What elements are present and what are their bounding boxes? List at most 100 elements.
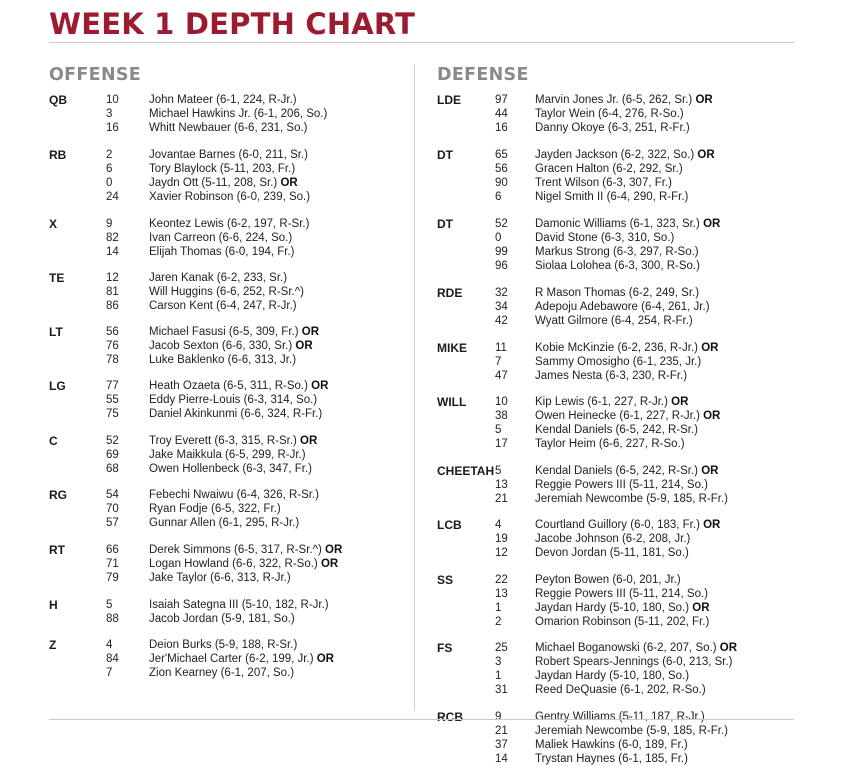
position-label: LT bbox=[49, 325, 63, 339]
player-entry: Gentry Williams (5-11, 187, R-Jr.) bbox=[535, 710, 705, 724]
player-entry: Siolaa Lolohea (6-3, 300, R-So.) bbox=[535, 259, 700, 273]
jersey-number: 70 bbox=[106, 503, 119, 515]
player-name: Peyton Bowen (6-0, 201, Jr.) bbox=[535, 574, 681, 586]
jersey-number: 90 bbox=[495, 177, 508, 189]
or-marker: OR bbox=[701, 465, 719, 477]
jersey-number: 77 bbox=[106, 380, 119, 392]
jersey-number: 88 bbox=[106, 613, 119, 625]
player-entry: Markus Strong (6-3, 297, R-So.) bbox=[535, 245, 699, 259]
player-entry: Will Huggins (6-6, 252, R-Sr.^) bbox=[149, 285, 304, 299]
jersey-number: 82 bbox=[106, 232, 119, 244]
player-row: 34 Adepoju Adebawore (6-4, 261, Jr.) bbox=[437, 300, 807, 314]
player-name: Jaydan Hardy (5-10, 180, So.) bbox=[535, 670, 690, 682]
player-row: 57 Gunnar Allen (6-1, 295, R-Jr.) bbox=[49, 516, 409, 530]
offense-position-group: C 52 Troy Everett (6-3, 315, R-Sr.) OR 69 Ja… bbox=[49, 434, 409, 476]
jersey-number: 56 bbox=[106, 326, 119, 338]
position-label: RT bbox=[49, 543, 65, 557]
defense-position-group: MIKE 11 Kobie McKinzie (6-2, 236, R-Jr.) O… bbox=[437, 341, 807, 383]
position-label: MIKE bbox=[437, 341, 467, 355]
jersey-number: 31 bbox=[495, 684, 508, 696]
player-row: 0 David Stone (6-3, 310, So.) bbox=[437, 231, 807, 245]
jersey-number: 10 bbox=[106, 94, 119, 106]
player-row: 13 Reggie Powers III (5-11, 214, So.) bbox=[437, 478, 807, 492]
player-row: 81 Will Huggins (6-6, 252, R-Sr.^) bbox=[49, 285, 409, 299]
or-marker: OR bbox=[325, 544, 343, 556]
player-name: Marvin Jones Jr. (6-5, 262, Sr.) bbox=[535, 94, 693, 106]
player-entry: Maliek Hawkins (6-0, 189, Fr.) bbox=[535, 738, 688, 752]
jersey-number: 21 bbox=[495, 493, 508, 505]
defense-position-group: LCB 4 Courtland Guillory (6-0, 183, Fr.) O… bbox=[437, 518, 807, 560]
player-entry: Jaydan Hardy (5-10, 180, So.) OR bbox=[535, 601, 710, 615]
jersey-number: 71 bbox=[106, 558, 119, 570]
player-row: 14 Trystan Haynes (6-1, 185, Fr.) bbox=[437, 752, 807, 766]
player-entry: Sammy Omosigho (6-1, 235, Jr.) bbox=[535, 355, 701, 369]
player-name: Troy Everett (6-3, 315, R-Sr.) bbox=[149, 435, 297, 447]
defense-position-group: WILL 10 Kip Lewis (6-1, 227, R-Jr.) OR 38 Ow… bbox=[437, 395, 807, 451]
player-name: Whitt Newbauer (6-6, 231, So.) bbox=[149, 122, 308, 134]
jersey-number: 38 bbox=[495, 410, 508, 422]
player-row: 1 Jaydan Hardy (5-10, 180, So.) OR bbox=[437, 601, 807, 615]
player-name: Reggie Powers III (5-11, 214, So.) bbox=[535, 479, 709, 491]
player-row: 5 Kendal Daniels (6-5, 242, R-Sr.) OR bbox=[437, 464, 807, 478]
jersey-number: 7 bbox=[106, 667, 113, 679]
player-row: 16 Whitt Newbauer (6-6, 231, So.) bbox=[49, 121, 409, 135]
player-entry: Jeremiah Newcombe (5-9, 185, R-Fr.) bbox=[535, 492, 728, 506]
player-name: Nigel Smith II (6-4, 290, R-Fr.) bbox=[535, 191, 689, 203]
player-name: Siolaa Lolohea (6-3, 300, R-So.) bbox=[535, 260, 700, 272]
player-row: 19 Jacobe Johnson (6-2, 208, Jr.) bbox=[437, 532, 807, 546]
jersey-number: 6 bbox=[106, 163, 113, 175]
or-marker: OR bbox=[703, 410, 721, 422]
position-label: LG bbox=[49, 379, 66, 393]
defense-position-group: SS 22 Peyton Bowen (6-0, 201, Jr.) 13 Reggie… bbox=[437, 573, 807, 629]
player-row: 54 Febechi Nwaiwu (6-4, 326, R-Sr.) bbox=[49, 488, 409, 502]
player-entry: Ryan Fodje (6-5, 322, Fr.) bbox=[149, 502, 281, 516]
jersey-number: 10 bbox=[495, 396, 508, 408]
player-entry: Adepoju Adebawore (6-4, 261, Jr.) bbox=[535, 300, 710, 314]
player-entry: Elijah Thomas (6-0, 194, Fr.) bbox=[149, 245, 295, 259]
jersey-number: 12 bbox=[495, 547, 508, 559]
jersey-number: 14 bbox=[495, 753, 508, 765]
player-name: Sammy Omosigho (6-1, 235, Jr.) bbox=[535, 356, 702, 368]
player-row: 55 Eddy Pierre-Louis (6-3, 314, So.) bbox=[49, 393, 409, 407]
jersey-number: 86 bbox=[106, 300, 119, 312]
or-marker: OR bbox=[311, 380, 329, 392]
position-label: RCB bbox=[437, 710, 463, 724]
player-name: Derek Simmons (6-5, 317, R-Sr.^) bbox=[149, 544, 322, 556]
player-entry: Jaydn Ott (5-11, 208, Sr.) OR bbox=[149, 176, 298, 190]
player-entry: Jayden Jackson (6-2, 322, So.) OR bbox=[535, 148, 715, 162]
player-name: Keontez Lewis (6-2, 197, R-Sr.) bbox=[149, 218, 310, 230]
player-entry: Devon Jordan (5-11, 181, So.) bbox=[535, 546, 689, 560]
player-row: 66 Derek Simmons (6-5, 317, R-Sr.^) OR bbox=[49, 543, 409, 557]
player-entry: Luke Baklenko (6-6, 313, Jr.) bbox=[149, 353, 296, 367]
offense-heading: OFFENSE bbox=[49, 65, 142, 85]
player-entry: Nigel Smith II (6-4, 290, R-Fr.) bbox=[535, 190, 688, 204]
jersey-number: 4 bbox=[495, 519, 502, 531]
jersey-number: 68 bbox=[106, 463, 119, 475]
player-entry: Courtland Guillory (6-0, 183, Fr.) OR bbox=[535, 518, 720, 532]
player-row: 14 Elijah Thomas (6-0, 194, Fr.) bbox=[49, 245, 409, 259]
offense-position-group: LT 56 Michael Fasusi (6-5, 309, Fr.) OR 76 J… bbox=[49, 325, 409, 367]
player-entry: Ivan Carreon (6-6, 224, So.) bbox=[149, 231, 292, 245]
player-row: 56 Michael Fasusi (6-5, 309, Fr.) OR bbox=[49, 325, 409, 339]
player-entry: Peyton Bowen (6-0, 201, Jr.) bbox=[535, 573, 681, 587]
jersey-number: 25 bbox=[495, 642, 508, 654]
player-row: 32 R Mason Thomas (6-2, 249, Sr.) bbox=[437, 286, 807, 300]
jersey-number: 17 bbox=[495, 438, 508, 450]
defense-position-group: FS 25 Michael Boganowski (6-2, 207, So.) O… bbox=[437, 641, 807, 697]
jersey-number: 55 bbox=[106, 394, 119, 406]
column-divider bbox=[414, 64, 415, 711]
player-entry: Kendal Daniels (6-5, 242, R-Sr.) bbox=[535, 423, 698, 437]
defense-position-group: DT 52 Damonic Williams (6-1, 323, Sr.) OR 0… bbox=[437, 217, 807, 273]
player-name: Omarion Robinson (5-11, 202, Fr.) bbox=[535, 616, 710, 628]
player-row: 17 Taylor Heim (6-6, 227, R-So.) bbox=[437, 437, 807, 451]
player-name: Owen Heinecke (6-1, 227, R-Jr.) bbox=[535, 410, 700, 422]
jersey-number: 56 bbox=[495, 163, 508, 175]
player-row: 38 Owen Heinecke (6-1, 227, R-Jr.) OR bbox=[437, 409, 807, 423]
jersey-number: 11 bbox=[495, 342, 507, 354]
jersey-number: 84 bbox=[106, 653, 119, 665]
jersey-number: 9 bbox=[106, 218, 113, 230]
jersey-number: 21 bbox=[495, 725, 508, 737]
player-name: Jake Maikkula (6-5, 299, R-Jr.) bbox=[149, 449, 306, 461]
player-name: Jayden Jackson (6-2, 322, So.) bbox=[535, 149, 695, 161]
offense-position-group: TE 12 Jaren Kanak (6-2, 233, Sr.) 81 Will Hu… bbox=[49, 271, 409, 313]
